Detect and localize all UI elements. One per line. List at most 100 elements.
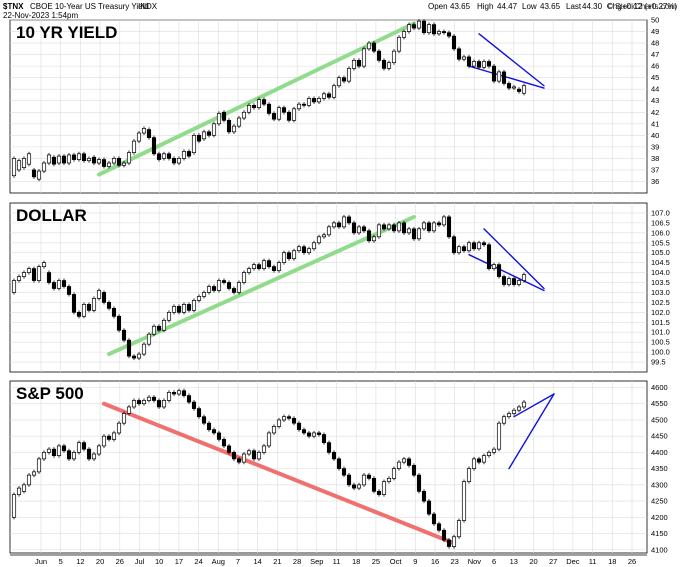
candle-body-up [521, 85, 527, 94]
candle [196, 294, 202, 303]
candle-body-up [191, 134, 197, 153]
y-tick-label: 4400 [651, 448, 668, 457]
candle [416, 226, 422, 241]
candle [226, 118, 232, 134]
candle [101, 290, 107, 305]
candle [21, 156, 27, 170]
y-tick-label: 4150 [651, 529, 668, 538]
candle [236, 115, 242, 129]
candle [126, 338, 132, 359]
candle [441, 528, 447, 543]
candle [146, 127, 152, 140]
candle [501, 414, 507, 426]
x-tick-label: 16 [431, 557, 439, 566]
candle-body-down [261, 99, 267, 105]
candle [161, 318, 167, 333]
y-tick-label: 44 [651, 85, 659, 94]
candle [256, 97, 262, 110]
candle [521, 83, 527, 96]
candle-body-up [281, 416, 287, 421]
candle-body-up [366, 42, 372, 50]
candle-body-down [426, 500, 432, 515]
candle-body-up [116, 422, 122, 434]
candle-body-down [81, 153, 87, 162]
candle [341, 466, 347, 478]
y-tick-label: 106.0 [651, 228, 670, 237]
candle-body-down [341, 468, 347, 476]
candle [471, 240, 477, 251]
candle-body-up [126, 152, 132, 164]
y-tick-label: 48 [651, 39, 659, 48]
candle [366, 228, 372, 243]
candle-body-up [401, 31, 407, 38]
candle [291, 416, 297, 426]
candle-body-down [281, 107, 287, 113]
candle [486, 450, 492, 458]
candle-body-up [201, 131, 207, 140]
candle-body-down [66, 450, 72, 460]
candle-body-up [81, 304, 87, 317]
candle [521, 272, 527, 283]
candle [351, 482, 357, 491]
header-chg-label: Chg [607, 2, 622, 11]
candle-body-down [101, 292, 107, 303]
candle [491, 64, 497, 84]
candle-body-down [371, 478, 377, 492]
chart-panels: 36 37 38 39 40 41 42 43 44 45 46 47 48 49 50 10 YR YIEL… [9, 16, 670, 554]
candle [171, 390, 177, 397]
candle-body-down [326, 442, 332, 453]
x-tick-label: Jul [135, 557, 145, 566]
candle-body-down [156, 400, 162, 408]
candle [216, 278, 222, 293]
candle [346, 473, 352, 487]
candle [96, 288, 102, 301]
candle [356, 58, 362, 69]
candle [136, 398, 142, 406]
candle-body-up [181, 151, 187, 159]
y-tick-label: 102.0 [651, 308, 670, 317]
candle [251, 262, 257, 271]
candle-body-down [461, 246, 467, 252]
candle-body-down [486, 61, 492, 67]
candle-body-down [216, 432, 222, 440]
candle [141, 126, 147, 136]
candle [56, 278, 62, 291]
candle-body-down [351, 484, 357, 489]
candle [271, 424, 277, 435]
candle-body-up [501, 416, 507, 424]
candle-body-up [36, 266, 42, 281]
candle-body-up [96, 159, 102, 164]
candle-body-down [186, 304, 192, 311]
candle-body-down [356, 60, 362, 67]
candle [301, 244, 307, 255]
x-tick-label: 20 [96, 557, 104, 566]
y-tick-label: 99.5 [651, 358, 666, 367]
candle-body-down [31, 268, 37, 281]
candle [511, 408, 517, 416]
candle-body-down [231, 288, 237, 293]
candle [261, 258, 267, 271]
candle [401, 220, 407, 235]
candle [296, 421, 302, 432]
candle [151, 324, 157, 337]
candle-body-up [146, 333, 152, 345]
candle-body-down [431, 24, 437, 35]
x-tick-label: 27 [549, 557, 557, 566]
candle [401, 456, 407, 465]
candle [236, 456, 242, 465]
candle-body-up [196, 296, 202, 301]
candle-body-up [511, 86, 517, 89]
candle [16, 158, 22, 173]
candle-body-up [11, 280, 17, 293]
candle-body-up [391, 468, 397, 479]
candle [396, 35, 402, 54]
candle-body-down [506, 83, 512, 89]
y-tick-label: 103.0 [651, 288, 670, 297]
y-tick-label: 37 [651, 165, 659, 174]
candle-body-up [496, 422, 502, 450]
y-tick-label: 50 [651, 16, 659, 25]
candle [131, 398, 137, 410]
candle-body-up [236, 282, 242, 293]
candle [241, 270, 247, 285]
header-low-label: Low [522, 2, 537, 11]
